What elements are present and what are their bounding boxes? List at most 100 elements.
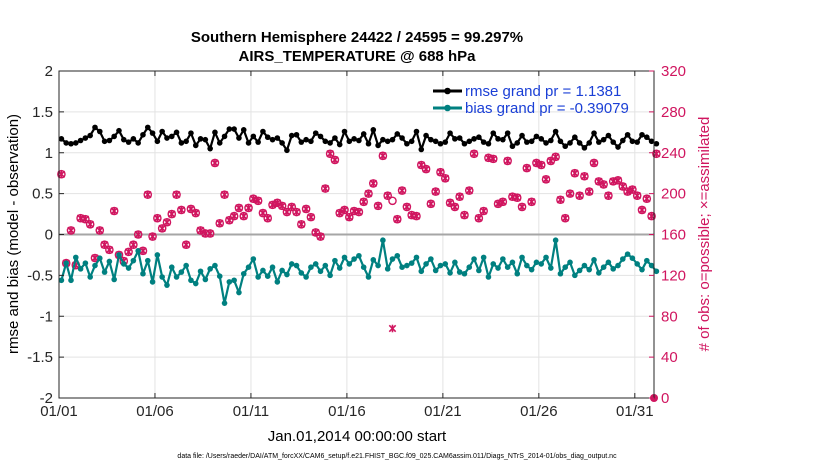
bias-point (576, 267, 583, 274)
rmse-point (591, 130, 597, 136)
obs-assimilated-point (523, 164, 531, 172)
rmse-point (120, 136, 127, 143)
obs-assimilated-point (393, 215, 402, 223)
bias-point (288, 261, 295, 267)
rmse-point (260, 128, 266, 135)
rmse-point (183, 138, 189, 145)
bias-point (490, 261, 497, 267)
bias-point (615, 262, 621, 269)
bias-point (509, 259, 516, 266)
rmse-point (77, 137, 84, 144)
rmse-point (212, 129, 218, 136)
y-tick-label: 1 (45, 145, 53, 162)
obs-assimilated-point (427, 200, 435, 208)
bias-point (356, 252, 362, 259)
bias-point (298, 270, 305, 276)
obs-assimilated-point (388, 324, 397, 333)
bias-point (192, 280, 199, 287)
rmse-point (116, 127, 122, 134)
bias-point (63, 260, 69, 266)
bias-point (130, 257, 137, 264)
obs-assimilated-point (475, 214, 483, 222)
obs-assimilated-point (460, 211, 469, 219)
y-tick-label: 0 (45, 227, 53, 244)
bias-point (634, 261, 641, 267)
obs-assimilated-point (527, 198, 536, 206)
rmse-point (72, 140, 79, 146)
rmse-point (480, 139, 487, 145)
bias-point (408, 260, 415, 266)
obs-assimilated-point (503, 157, 512, 165)
bias-point (255, 274, 261, 280)
rmse-point (461, 140, 468, 147)
x-tick-label: 01/06 (136, 403, 174, 420)
obs-assimilated-point (86, 220, 94, 229)
bias-point (58, 277, 65, 284)
obs-assimilated-point (105, 246, 114, 254)
obs-assimilated-point (158, 224, 166, 233)
rmse-point (264, 134, 271, 141)
rmse-point (466, 138, 473, 145)
obs-assimilated-point (451, 203, 459, 211)
obs-assimilated-point (163, 218, 171, 227)
rmse-point (303, 136, 309, 143)
y2-tick-label: 80 (661, 308, 678, 325)
obs-assimilated-point (139, 247, 147, 255)
rmse-point (495, 136, 501, 142)
obs-assimilated-point (134, 230, 142, 239)
legend: rmse grand pr = 1.1381 bias grand pr = -… (433, 83, 629, 117)
bias-point (648, 262, 655, 269)
rmse-point (221, 133, 228, 140)
legend-bias-label: bias grand pr = -0.39079 (465, 100, 629, 117)
rmse-point (192, 142, 199, 149)
rmse-point (130, 136, 137, 142)
bias-point (519, 254, 525, 261)
bias-point (245, 264, 252, 271)
bias-point (504, 264, 511, 271)
rmse-point (308, 138, 314, 145)
rmse-point (164, 135, 170, 141)
legend-rmse-label: rmse grand pr = 1.1381 (465, 83, 621, 100)
bias-point (480, 254, 487, 261)
obs-assimilated-point (230, 212, 238, 220)
obs-assimilated-point (153, 214, 162, 222)
rmse-point (58, 136, 65, 142)
bias-point (293, 262, 300, 269)
obs-assimilated-point (124, 248, 133, 256)
bias-point (466, 264, 473, 271)
bias-point (514, 270, 521, 277)
rmse-point (356, 137, 362, 144)
rmse-point (298, 139, 305, 145)
rmse-point (552, 128, 559, 135)
bias-point (418, 268, 425, 275)
y2-tick-label: 40 (661, 349, 678, 366)
y-tick-label: -2 (40, 390, 53, 407)
obs-assimilated-point (566, 189, 574, 198)
obs-assimilated-point (580, 172, 589, 181)
bias-point (101, 269, 108, 275)
rmse-point (533, 133, 540, 140)
legend-bias-marker (444, 104, 451, 112)
data-file-footnote: data file: /Users/raeder/DAI/ATM_forcXX/… (177, 453, 617, 460)
rmse-point (351, 136, 357, 142)
bias-point (72, 254, 79, 261)
obs-assimilated-point (345, 213, 354, 221)
rmse-point (600, 136, 607, 143)
bias-point (629, 255, 636, 262)
bias-point (533, 259, 540, 266)
obs-count-markers (57, 149, 661, 402)
bias-point (586, 266, 593, 273)
rmse-point (572, 134, 578, 141)
bias-point (308, 264, 314, 271)
bias-point (528, 266, 535, 273)
rmse-point (341, 128, 348, 135)
obs-assimilated-point (321, 184, 330, 193)
rmse-point (543, 140, 549, 146)
bias-point (82, 260, 89, 266)
bias-point (250, 256, 257, 262)
rmse-point (615, 144, 621, 150)
rmse-point (404, 140, 410, 147)
x-tick-label: 01/01 (40, 403, 78, 420)
rmse-point (528, 138, 535, 145)
y2-tick-label: 280 (661, 104, 686, 121)
